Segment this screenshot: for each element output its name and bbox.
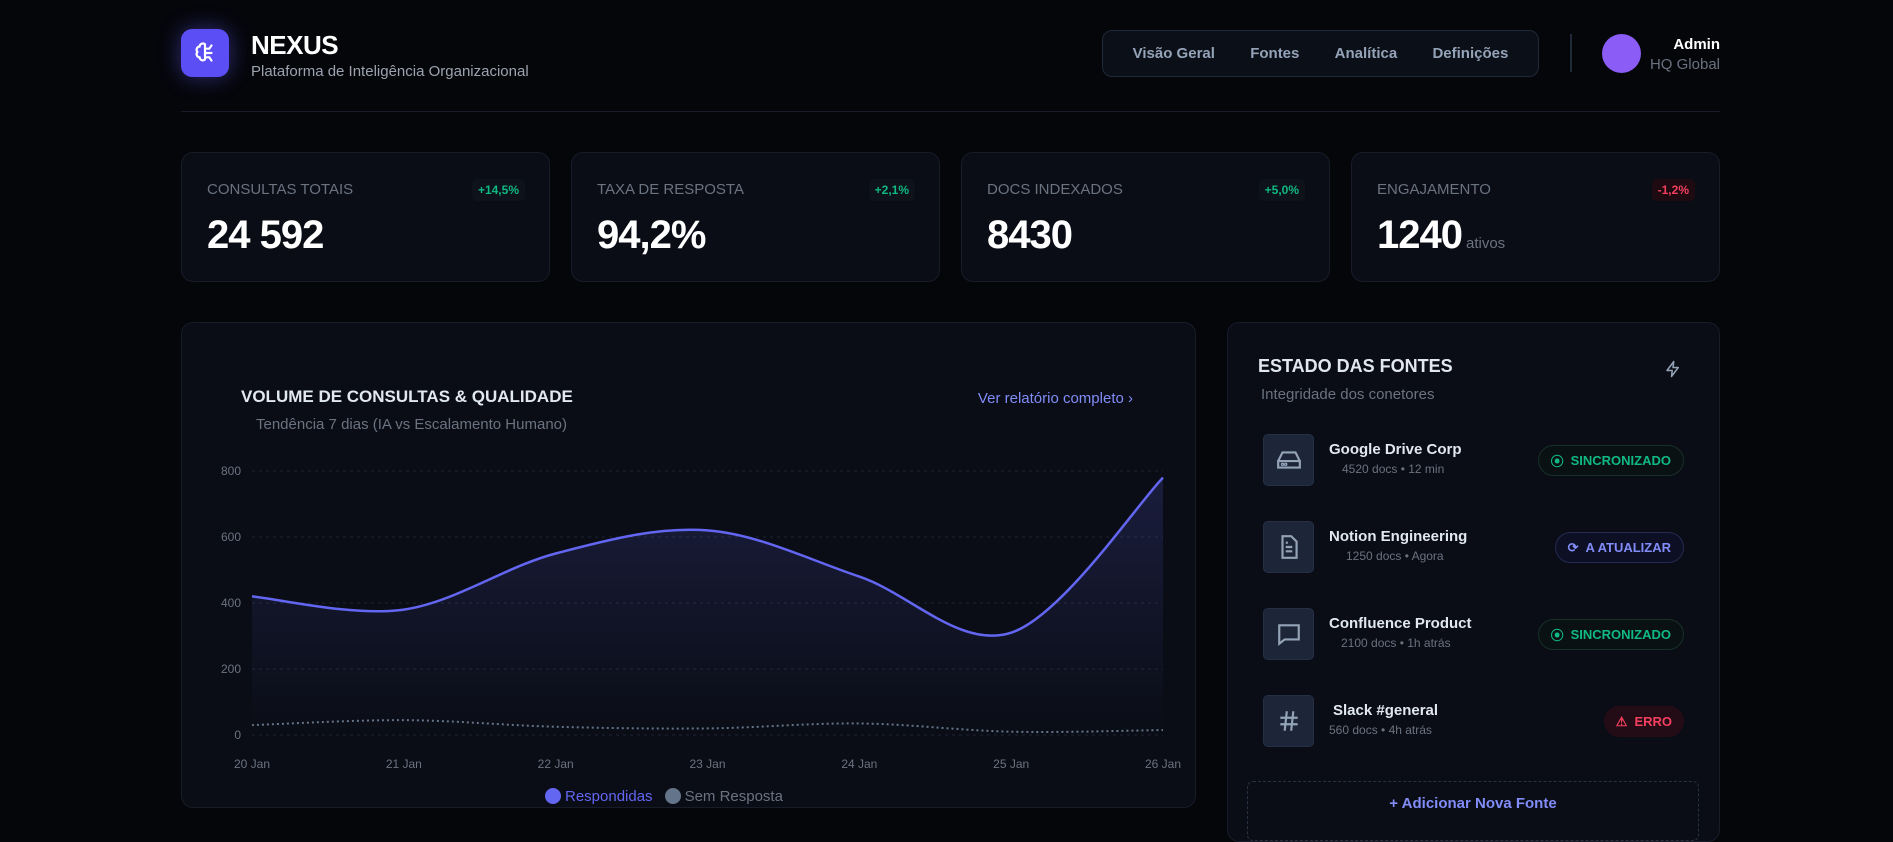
user-name: Admin xyxy=(1673,36,1720,53)
y-tick-label: 0 xyxy=(234,728,241,742)
status-badge: ⦿ SINCRONIZADO xyxy=(1537,445,1684,476)
legend-label: Sem Resposta xyxy=(684,788,783,805)
source-meta: 560 docs • 4h atrás xyxy=(1329,723,1432,737)
stat-number: 1240 xyxy=(1377,213,1463,257)
status-badge: ⦿ SINCRONIZADO xyxy=(1537,619,1684,650)
source-name: Google Drive Corp xyxy=(1329,441,1462,458)
brain-circuit-icon xyxy=(195,42,213,62)
stat-delta-badge: +2,1% xyxy=(868,179,915,201)
x-tick-label: 22 Jan xyxy=(538,757,574,771)
series-line-sem-resposta xyxy=(251,719,1164,733)
refresh-icon: ⟳ xyxy=(1567,539,1579,555)
stat-delta-badge: +14,5% xyxy=(471,179,525,201)
check-circle-icon: ⦿ xyxy=(1550,454,1564,469)
stat-value: 24 592 xyxy=(207,213,324,257)
full-report-link[interactable]: Ver relatório completo › xyxy=(978,390,1133,407)
chevron-right-icon: › xyxy=(1128,390,1133,407)
user-info[interactable]: Admin HQ Global xyxy=(1650,36,1720,73)
main-nav: Visão Geral Fontes Analítica Definições xyxy=(1102,30,1539,77)
chart-legend: Respondidas Sem Resposta xyxy=(545,788,783,805)
stat-value: 1240 ativos xyxy=(1377,213,1505,258)
source-item-google-drive[interactable]: Google Drive Corp 4520 docs • 12 min ⦿ SI… xyxy=(1263,434,1684,486)
stat-card-engajamento: ENGAJAMENTO -1,2% 1240 ativos xyxy=(1351,152,1720,282)
y-tick-label: 200 xyxy=(221,662,241,676)
full-report-label: Ver relatório completo xyxy=(977,390,1124,407)
status-label: ERRO xyxy=(1634,714,1672,729)
status-badge: ⟳ A ATUALIZAR xyxy=(1554,532,1684,563)
source-item-slack[interactable]: Slack #general 560 docs • 4h atrás ⚠ ERRO xyxy=(1263,695,1684,747)
stat-label: ENGAJAMENTO xyxy=(1377,181,1491,198)
source-name: Confluence Product xyxy=(1329,615,1472,632)
stat-unit: ativos xyxy=(1465,235,1506,252)
sources-subtitle: Integridade dos conetores xyxy=(1261,386,1435,403)
nav-fontes[interactable]: Fontes xyxy=(1250,45,1300,62)
nav-analitica[interactable]: Analítica xyxy=(1334,45,1398,62)
x-tick-label: 25 Jan xyxy=(993,757,1029,771)
status-label: SINCRONIZADO xyxy=(1570,627,1671,642)
status-label: A ATUALIZAR xyxy=(1585,540,1671,555)
series-area-respondidas xyxy=(252,477,1163,735)
divider xyxy=(1570,34,1572,72)
source-meta: 4520 docs • 12 min xyxy=(1342,462,1445,476)
avatar[interactable] xyxy=(1602,34,1641,73)
series-line-respondidas xyxy=(251,476,1164,637)
chart-title: VOLUME DE CONSULTAS & QUALIDADE xyxy=(241,387,573,406)
stat-card-taxa: TAXA DE RESPOSTA +2,1% 94,2% xyxy=(571,152,940,282)
stat-label: CONSULTAS TOTAIS xyxy=(207,181,354,198)
header-divider xyxy=(181,111,1720,112)
app-subtitle: Plataforma de Inteligência Organizaciona… xyxy=(251,63,529,80)
status-badge: ⚠ ERRO xyxy=(1603,706,1684,737)
status-label: SINCRONIZADO xyxy=(1570,453,1671,468)
stat-card-consultas: CONSULTAS TOTAIS +14,5% 24 592 xyxy=(181,152,550,282)
y-tick-label: 800 xyxy=(221,464,241,478)
warning-icon: ⚠ xyxy=(1615,713,1628,729)
legend-item-sem-resposta[interactable]: Sem Resposta xyxy=(664,788,783,805)
message-square-icon xyxy=(1263,608,1314,660)
legend-label: Respondidas xyxy=(565,788,653,805)
stat-value: 94,2% xyxy=(597,213,706,257)
stat-delta-badge: +5,0% xyxy=(1258,179,1305,201)
x-tick-label: 20 Jan xyxy=(234,757,270,771)
source-meta: 2100 docs • 1h atrás xyxy=(1341,636,1451,650)
sources-card xyxy=(1227,322,1720,842)
stat-label: DOCS INDEXADOS xyxy=(987,181,1123,198)
y-tick-label: 400 xyxy=(221,596,241,610)
x-tick-label: 21 Jan xyxy=(386,757,422,771)
source-name: Slack #general xyxy=(1333,702,1439,719)
x-tick-label: 23 Jan xyxy=(689,757,725,771)
legend-item-respondidas[interactable]: Respondidas xyxy=(545,788,653,805)
stat-value: 8430 xyxy=(987,213,1073,257)
stat-card-docs: DOCS INDEXADOS +5,0% 8430 xyxy=(961,152,1330,282)
source-meta: 1250 docs • Agora xyxy=(1346,549,1444,563)
y-tick-label: 600 xyxy=(221,530,241,544)
add-source-button[interactable]: + Adicionar Nova Fonte xyxy=(1247,781,1699,841)
source-item-confluence[interactable]: Confluence Product 2100 docs • 1h atrás … xyxy=(1263,608,1684,660)
x-tick-label: 26 Jan xyxy=(1145,757,1181,771)
stat-delta-badge: -1,2% xyxy=(1651,179,1695,201)
app-title: NEXUS xyxy=(251,30,339,60)
source-name: Notion Engineering xyxy=(1329,528,1468,545)
chart-plot: 0 200 400 600 800 20 Jan 21 Jan 22 Jan 23 Jan 24 … xyxy=(221,464,1181,771)
check-circle-icon: ⦿ xyxy=(1550,628,1564,643)
logo xyxy=(181,29,229,77)
chart-subtitle: Tendência 7 dias (IA vs Escalamento Huma… xyxy=(256,416,567,433)
hash-icon xyxy=(1263,695,1314,747)
stat-label: TAXA DE RESPOSTA xyxy=(597,181,744,198)
hard-drive-icon xyxy=(1263,434,1314,486)
document-icon xyxy=(1263,521,1314,573)
source-item-notion[interactable]: Notion Engineering 1250 docs • Agora ⟳ A … xyxy=(1263,521,1684,573)
x-tick-label: 24 Jan xyxy=(841,757,877,771)
nav-definicoes[interactable]: Definições xyxy=(1432,45,1509,62)
user-role: HQ Global xyxy=(1649,56,1720,73)
nav-visao-geral[interactable]: Visão Geral xyxy=(1132,45,1215,62)
sources-title: ESTADO DAS FONTES xyxy=(1258,356,1453,376)
lightning-icon[interactable] xyxy=(1664,360,1682,378)
